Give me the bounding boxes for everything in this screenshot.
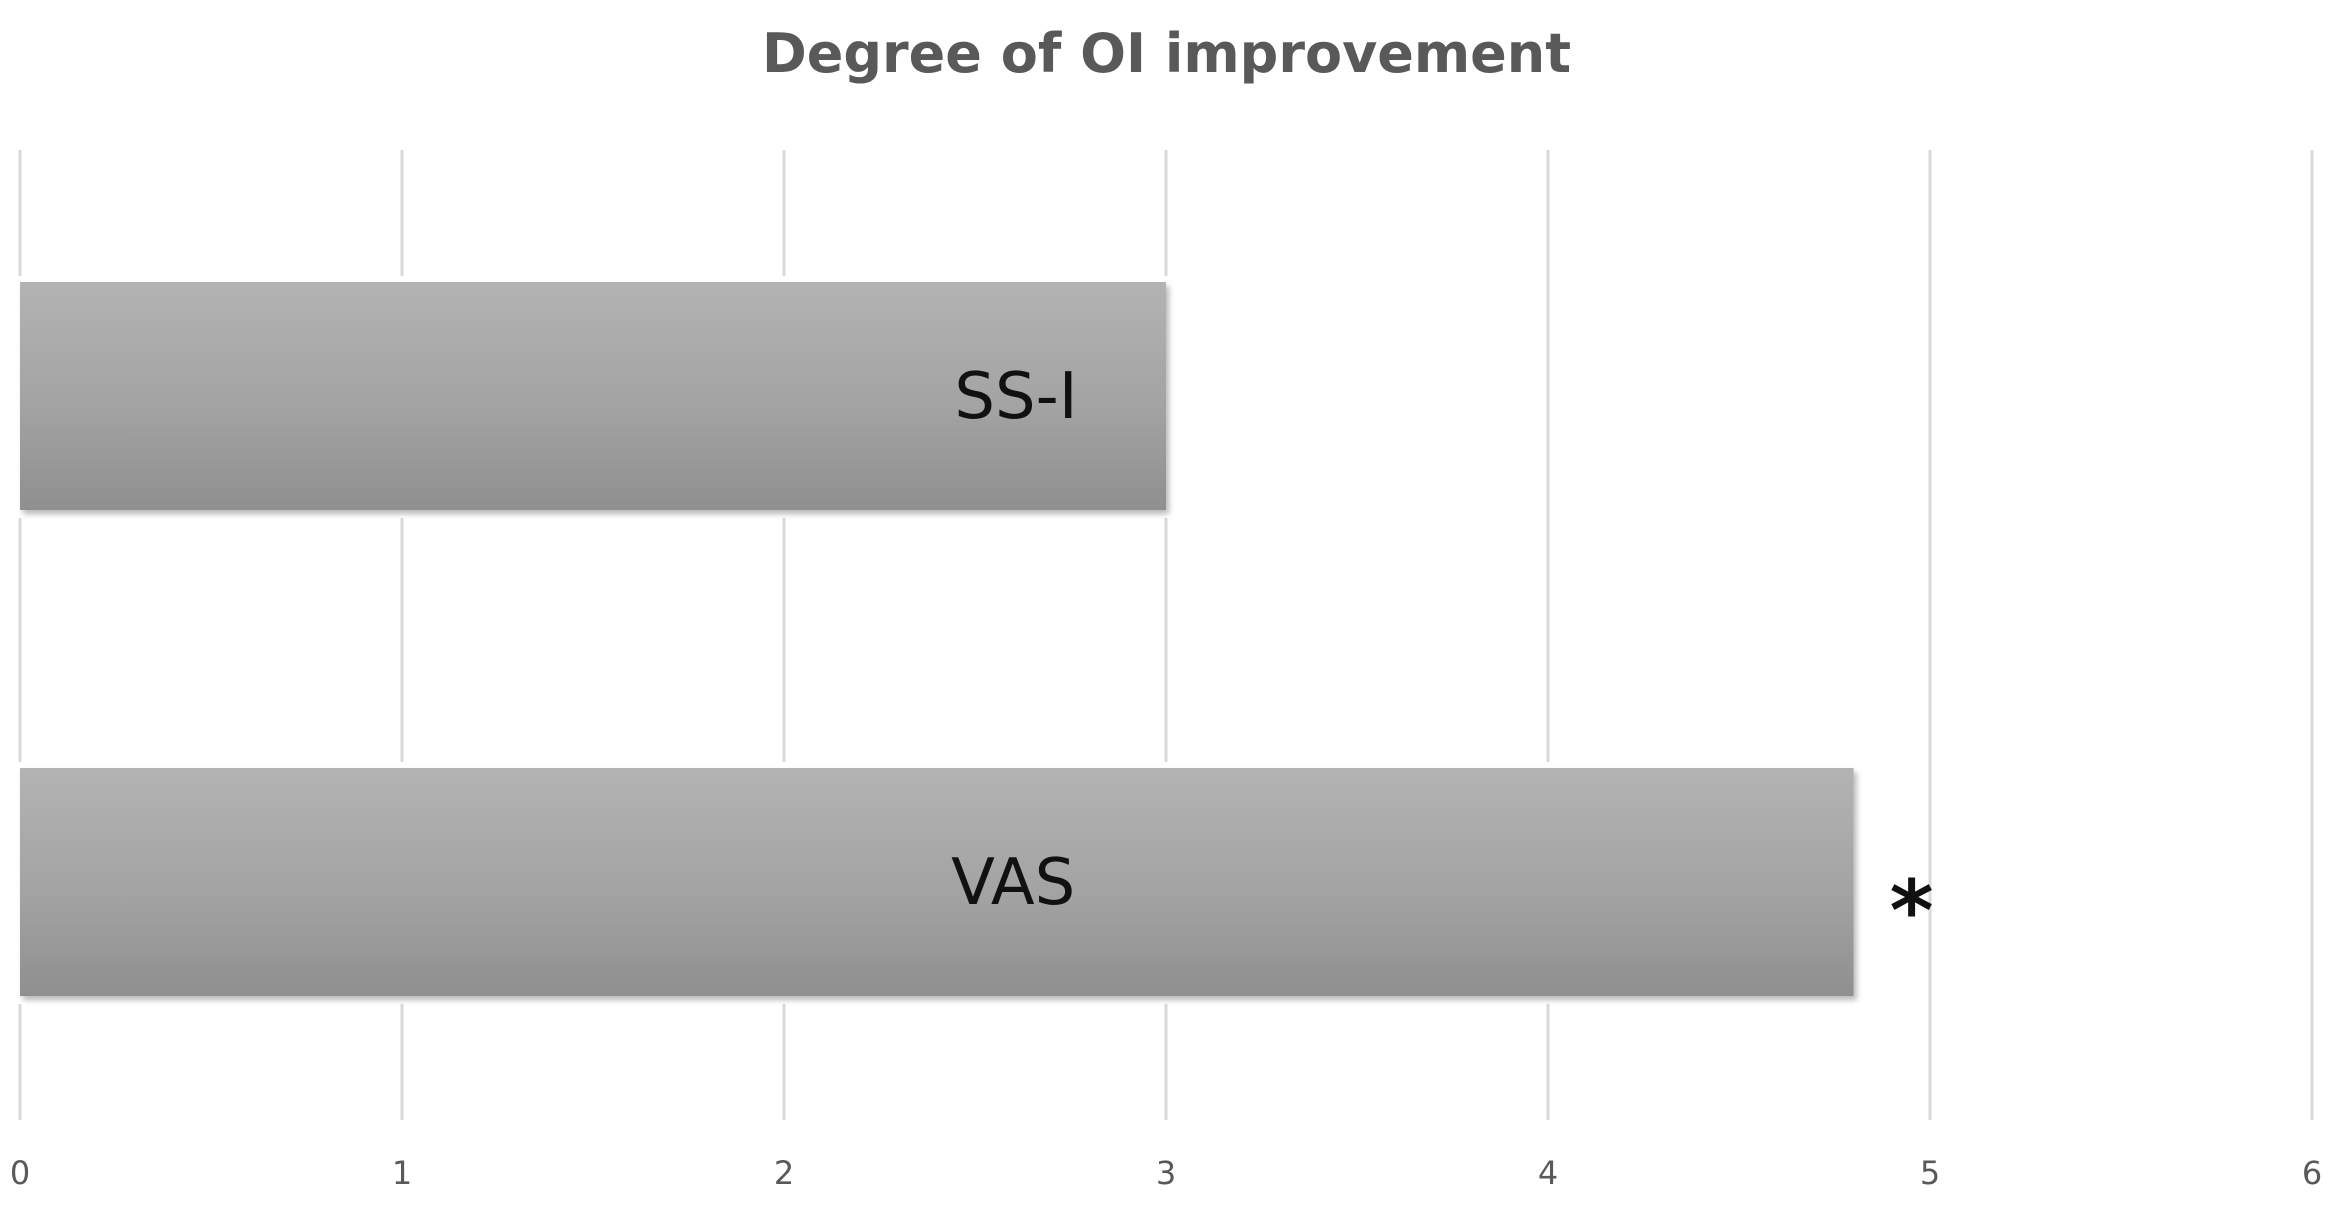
x-tick-label-5: 5 — [1920, 1154, 1940, 1192]
x-tick-label-3: 3 — [1156, 1154, 1176, 1192]
significance-asterisk: * — [1890, 862, 1934, 960]
x-tick-label-2: 2 — [774, 1154, 794, 1192]
bar-label-vas: VAS — [951, 846, 1075, 920]
bar-vas — [20, 768, 1854, 996]
x-tick-label-4: 4 — [1538, 1154, 1558, 1192]
labels: 0 1 2 3 4 5 6 SS-I VAS * — [10, 360, 2322, 1192]
chart-title: Degree of OI improvement — [761, 22, 1572, 85]
x-tick-label-0: 0 — [10, 1154, 30, 1192]
bar-label-ss-i: SS-I — [954, 360, 1077, 434]
x-tick-label-1: 1 — [392, 1154, 412, 1192]
bar-ss-i — [20, 282, 1166, 510]
bars — [16, 276, 1862, 1004]
x-tick-label-6: 6 — [2302, 1154, 2322, 1192]
